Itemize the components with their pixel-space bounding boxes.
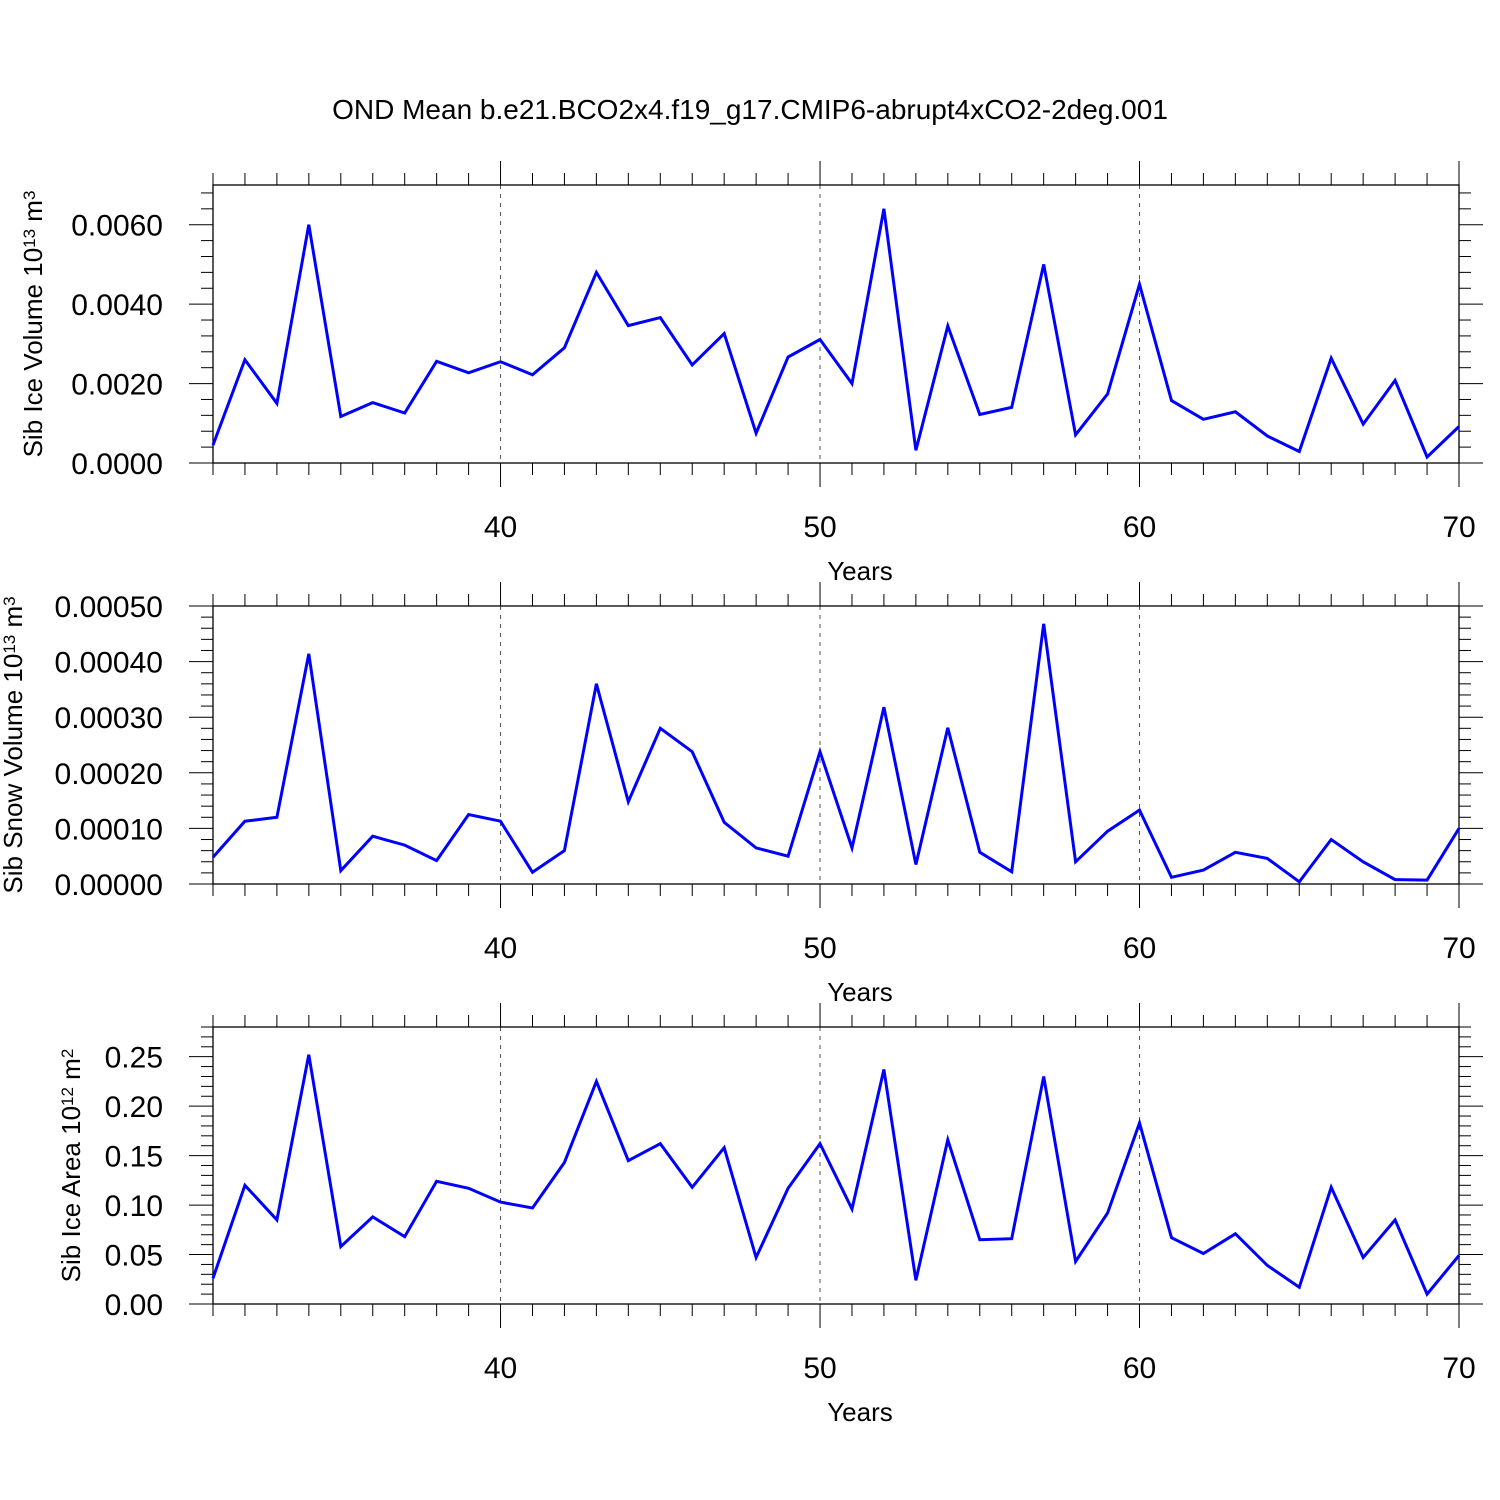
plot-frame bbox=[212, 184, 1460, 464]
x-tick-label: 40 bbox=[484, 1352, 517, 1385]
y-tick-label: 0.15 bbox=[105, 1141, 163, 1174]
x-tick-label: 40 bbox=[484, 932, 517, 965]
y-tick-label: 0.20 bbox=[105, 1091, 163, 1124]
x-axis-label: Years bbox=[827, 556, 893, 586]
x-tick-label: 50 bbox=[803, 932, 836, 965]
series-line bbox=[211, 208, 1461, 460]
x-tick-label: 70 bbox=[1442, 511, 1475, 544]
x-tick-label: 60 bbox=[1123, 511, 1156, 544]
y-axis-label-superscript: 12 bbox=[58, 1087, 77, 1106]
x-tick-label: 40 bbox=[484, 511, 517, 544]
y-axis-label-text: m bbox=[0, 606, 28, 635]
series-line bbox=[211, 1054, 1461, 1297]
x-tick-label: 70 bbox=[1442, 932, 1475, 965]
y-axis-label: Sib Ice Area 1012 m2 bbox=[56, 1049, 86, 1283]
y-axis-label-text: Sib Ice Area 10 bbox=[56, 1106, 86, 1282]
y-tick-label: 0.00020 bbox=[55, 758, 163, 791]
y-axis-label-text: m bbox=[18, 200, 48, 229]
y-tick-label: 0.0040 bbox=[71, 289, 163, 322]
y-tick-label: 0.0060 bbox=[71, 210, 163, 243]
panel-2: 0.00000 0.00010 0.00020 0.00030 0.00040 0.000… bbox=[0, 582, 1483, 1007]
x-tick-label: 60 bbox=[1123, 932, 1156, 965]
y-tick-label: 0.00050 bbox=[55, 591, 163, 624]
y-tick-label: 0.00 bbox=[105, 1289, 163, 1322]
x-tick-label: 50 bbox=[803, 511, 836, 544]
x-axis-label: Years bbox=[827, 1397, 893, 1427]
series-line bbox=[211, 623, 1461, 884]
plot-frame bbox=[212, 1026, 1460, 1305]
y-axis-label-superscript: 2 bbox=[58, 1049, 77, 1058]
y-axis-label-superscript: 13 bbox=[20, 229, 39, 248]
y-axis-label: Sib Snow Volume 1013 m3 bbox=[0, 596, 28, 893]
y-tick-label: 0.0020 bbox=[71, 369, 163, 402]
y-tick-label: 0.00000 bbox=[55, 869, 163, 902]
y-axis-label-superscript: 3 bbox=[0, 596, 19, 605]
y-tick-label: 0.05 bbox=[105, 1240, 163, 1273]
plot-frame bbox=[212, 605, 1460, 885]
panel-3: 0.00 0.05 0.10 0.15 0.20 0.25 40 50 60 70 Years Sib… bbox=[56, 1003, 1483, 1427]
figure-title: OND Mean b.e21.BCO2x4.f19_g17.CMIP6-abru… bbox=[332, 94, 1168, 125]
y-axis-label-superscript: 13 bbox=[0, 635, 19, 654]
y-tick-label: 0.10 bbox=[105, 1190, 163, 1223]
x-tick-label: 70 bbox=[1442, 1352, 1475, 1385]
y-axis-label-text: Sib Ice Volume 10 bbox=[18, 248, 48, 458]
y-axis-label-text: m bbox=[56, 1058, 86, 1087]
y-tick-label: 0.00040 bbox=[55, 647, 163, 680]
y-axis-label-superscript: 3 bbox=[20, 191, 39, 200]
y-axis-label-text: Sib Snow Volume 10 bbox=[0, 654, 28, 894]
x-tick-label: 50 bbox=[803, 1352, 836, 1385]
y-tick-label: 0.00010 bbox=[55, 813, 163, 846]
x-axis-label: Years bbox=[827, 977, 893, 1007]
y-axis-label: Sib Ice Volume 1013 m3 bbox=[18, 191, 48, 458]
y-tick-label: 0.0000 bbox=[71, 448, 163, 481]
y-tick-label: 0.00030 bbox=[55, 702, 163, 735]
x-tick-label: 60 bbox=[1123, 1352, 1156, 1385]
y-tick-label: 0.25 bbox=[105, 1042, 163, 1075]
panel-1: 0.0000 0.0020 0.0040 0.0060 40 50 60 70 Years Sib… bbox=[18, 161, 1483, 586]
